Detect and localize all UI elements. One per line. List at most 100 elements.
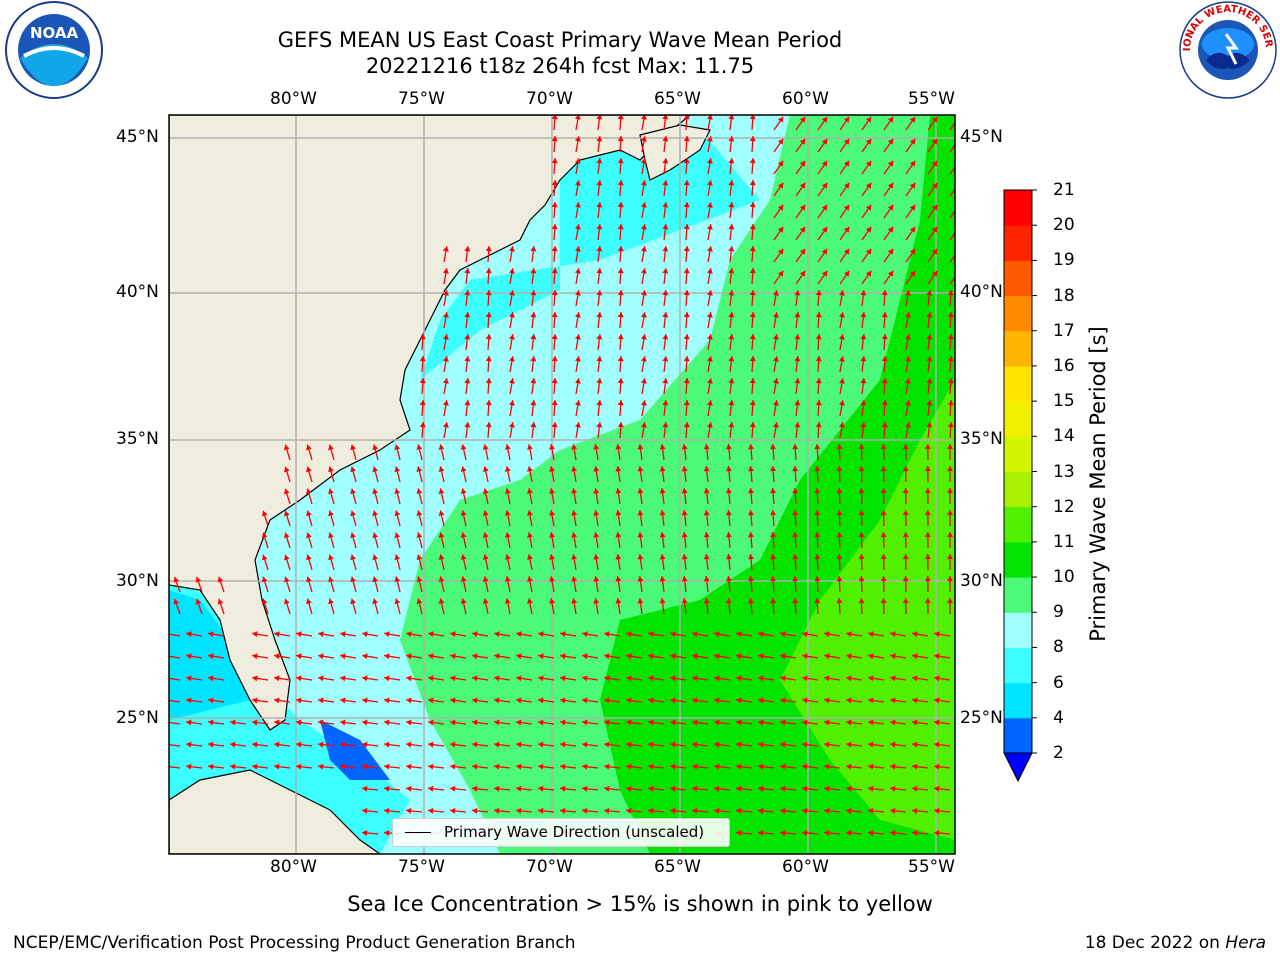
wave-direction-arrowhead: [860, 334, 867, 340]
wave-direction-arrowhead: [283, 466, 290, 473]
wave-direction-arrowhead: [904, 290, 911, 296]
wave-direction-arrowhead: [296, 719, 302, 726]
wave-direction-arrowhead: [703, 554, 710, 560]
wave-direction-arrowhead: [362, 675, 368, 682]
wave-direction-arrowhead: [881, 312, 888, 318]
wave-direction-arrowhead: [494, 719, 500, 726]
colorbar-tick-label: 6: [1053, 672, 1064, 693]
wave-direction-arrowhead: [504, 554, 511, 560]
colorbar-segment: [1004, 506, 1032, 543]
wave-direction-arrowhead: [640, 334, 647, 340]
wave-direction-arrowhead: [821, 116, 828, 123]
wave-direction-arrowhead: [887, 204, 894, 211]
wave-direction-arrowhead: [617, 422, 624, 428]
wave-direction-arrowhead: [902, 444, 909, 450]
wave-direction-arrowhead: [596, 268, 603, 274]
wave-direction-arrowhead: [464, 356, 471, 362]
wave-direction-arrowhead: [728, 180, 735, 186]
lon-label-bottom: 65°W: [654, 857, 701, 877]
wave-direction-arrowhead: [868, 763, 874, 770]
wave-direction-arrowhead: [217, 576, 224, 583]
wave-direction-arrowhead: [571, 554, 578, 560]
wave-direction-arrowhead: [748, 554, 754, 560]
wave-direction-arrowhead: [450, 631, 456, 638]
wave-direction-arrowhead: [596, 312, 603, 318]
wave-direction-arrowhead: [538, 785, 544, 792]
wave-direction-arrowhead: [596, 246, 603, 252]
lon-label-top: 60°W: [782, 89, 829, 109]
wave-direction-arrowhead: [902, 598, 909, 604]
colorbar-label: Primary Wave Mean Period [s]: [1086, 326, 1110, 642]
wave-direction-arrowhead: [749, 312, 756, 318]
wave-direction-arrowhead: [416, 488, 423, 495]
wave-direction-arrowhead: [662, 378, 669, 384]
wave-direction-arrowhead: [777, 248, 784, 255]
wave-direction-arrowhead: [372, 510, 379, 517]
wave-direction-arrowhead: [574, 158, 581, 164]
colorbar-segment: [1004, 260, 1032, 297]
wave-direction-arrowhead: [582, 675, 588, 682]
wave-direction-arrowhead: [890, 631, 896, 638]
wave-direction-arrowhead: [318, 763, 324, 770]
wave-direction-arrowhead: [858, 444, 865, 450]
wave-direction-arrowhead: [428, 675, 434, 682]
wave-direction-arrowhead: [306, 444, 312, 451]
wave-direction-arrowhead: [683, 356, 690, 362]
wave-direction-arrowhead: [283, 554, 290, 561]
wave-direction-arrowhead: [460, 510, 467, 516]
wave-direction-arrowhead: [538, 697, 544, 704]
wave-direction-arrowhead: [662, 290, 669, 296]
wave-direction-arrowhead: [912, 763, 918, 770]
wave-direction-arrowhead: [640, 312, 647, 318]
wave-direction-arrowhead: [838, 290, 845, 296]
wave-direction-arrowhead: [283, 532, 290, 539]
wave-direction-arrowhead: [615, 510, 622, 516]
wave-direction-arrowhead: [703, 576, 710, 582]
wave-direction-arrowhead: [538, 653, 544, 660]
wave-direction-arrowhead: [438, 510, 445, 516]
wave-direction-arrowhead: [846, 741, 852, 748]
wave-direction-arrowhead: [593, 510, 600, 516]
wave-direction-arrowhead: [703, 510, 710, 516]
wave-direction-arrowhead: [596, 115, 603, 120]
wave-direction-arrowhead: [464, 268, 471, 274]
wave-direction-arrowhead: [947, 422, 954, 428]
wave-direction-arrowhead: [770, 598, 777, 604]
wave-direction-arrowhead: [472, 807, 478, 814]
colorbar-tick-label: 17: [1053, 320, 1075, 341]
colorbar-tick-label: 19: [1053, 250, 1075, 271]
wave-direction-arrowhead: [508, 246, 515, 252]
wave-direction-arrowhead: [328, 444, 334, 451]
wave-direction-arrowhead: [681, 510, 688, 516]
wave-direction-arrowhead: [582, 807, 588, 814]
wave-direction-arrowhead: [574, 378, 581, 384]
wave-direction-arrowhead: [924, 488, 931, 494]
wave-direction-arrowhead: [814, 444, 821, 450]
wave-direction-arrowhead: [670, 697, 676, 704]
wave-direction-arrowhead: [504, 466, 511, 472]
wave-direction-arrowhead: [860, 356, 867, 362]
wave-direction-arrowhead: [384, 807, 390, 814]
colorbar-segment: [1004, 577, 1032, 613]
period-2-4-region: [320, 720, 390, 780]
wave-direction-arrowhead: [617, 224, 624, 230]
wave-direction-arrowhead: [626, 631, 632, 638]
chart-title: GEFS MEAN US East Coast Primary Wave Mea…: [277, 28, 843, 52]
colorbar-segment: [1004, 190, 1032, 226]
wave-direction-arrowhead: [770, 532, 777, 538]
wave-direction-arrowhead: [706, 356, 713, 362]
wave-direction-arrowhead: [802, 785, 808, 792]
wave-direction-arrowhead: [640, 202, 647, 208]
wave-direction-arrowhead: [909, 226, 916, 233]
wave-direction-arrowhead: [208, 631, 214, 638]
wave-direction-arrowhead: [538, 719, 544, 726]
wave-direction-arrowhead: [252, 719, 258, 726]
wave-direction-arrowhead: [865, 138, 872, 145]
wave-direction-arrowhead: [318, 631, 324, 638]
wave-direction-arrowhead: [683, 246, 690, 252]
wave-direction-arrowhead: [868, 697, 874, 704]
wave-direction-arrowhead: [912, 675, 918, 682]
wave-direction-arrowhead: [582, 785, 588, 792]
wave-direction-arrowhead: [328, 510, 334, 517]
wave-direction-arrowhead: [549, 444, 556, 450]
